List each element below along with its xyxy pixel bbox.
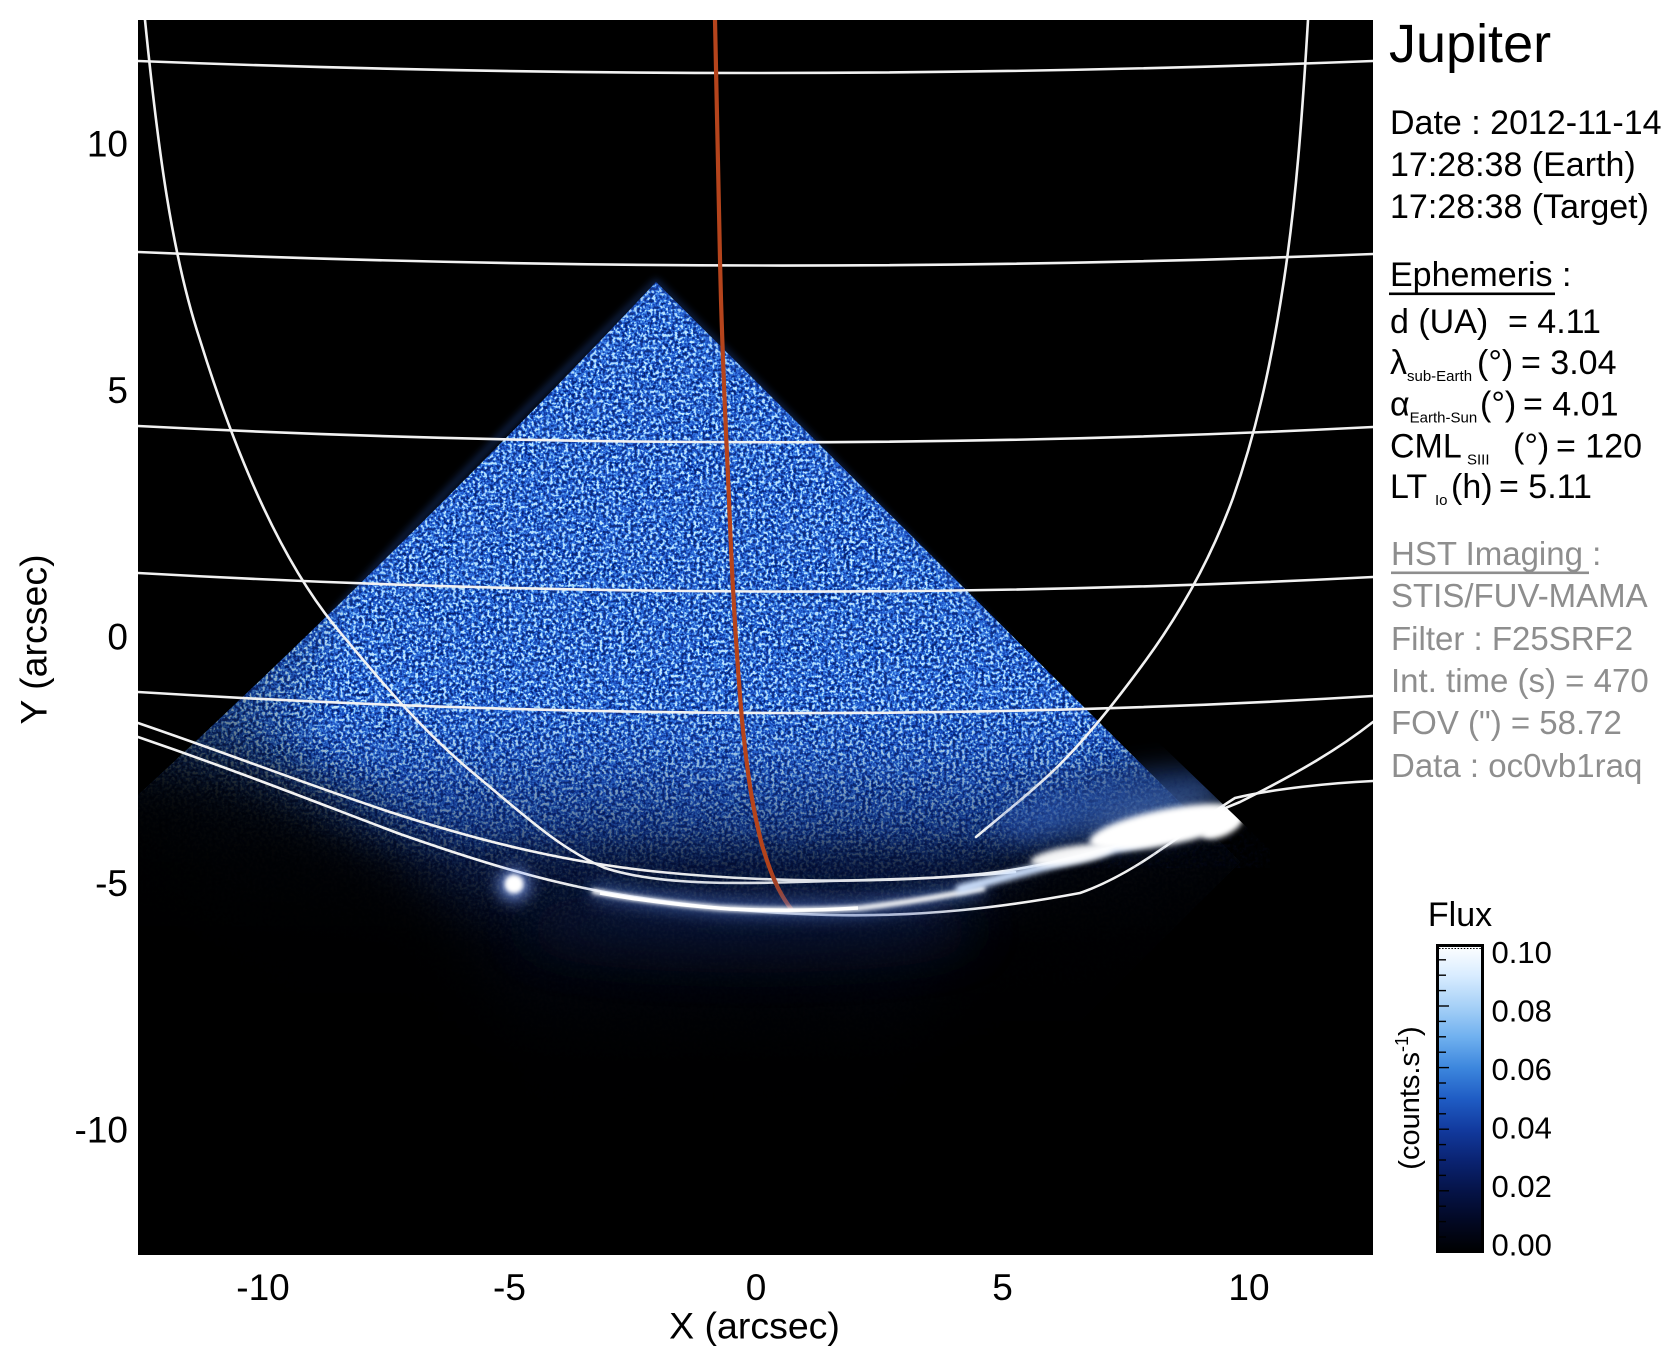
svg-text:X (arcsec): X (arcsec) — [669, 1305, 840, 1347]
svg-text:STIS/FUV-MAMA: STIS/FUV-MAMA — [1391, 577, 1648, 614]
svg-text:5: 5 — [992, 1267, 1013, 1308]
svg-text:-5: -5 — [493, 1267, 526, 1308]
svg-text:αEarth-Sun(°)= 4.01: αEarth-Sun(°) = 4.01 — [1390, 386, 1618, 427]
svg-text:0: 0 — [746, 1267, 767, 1308]
svg-text:17:28:38 (Earth): 17:28:38 (Earth) — [1390, 146, 1636, 184]
svg-text:Y (arcsec): Y (arcsec) — [13, 554, 55, 724]
svg-text:Int. time (s) = 470: Int. time (s) = 470 — [1391, 662, 1649, 699]
svg-text:Data : oc0vb1raq: Data : oc0vb1raq — [1391, 747, 1642, 784]
svg-text:0.10: 0.10 — [1492, 935, 1552, 970]
svg-text:0: 0 — [107, 617, 128, 658]
svg-text:10: 10 — [87, 124, 128, 165]
svg-text:0.00: 0.00 — [1492, 1228, 1552, 1263]
svg-text:Ephemeris :: Ephemeris : — [1390, 256, 1571, 294]
svg-text:-5: -5 — [95, 863, 128, 904]
svg-text:Filter : F25SRF2: Filter : F25SRF2 — [1391, 620, 1633, 657]
svg-text:17:28:38 (Target): 17:28:38 (Target) — [1390, 188, 1649, 226]
svg-text:FOV (") = 58.72: FOV (") = 58.72 — [1391, 704, 1622, 741]
svg-text:0.06: 0.06 — [1492, 1052, 1552, 1087]
svg-text:0.04: 0.04 — [1492, 1111, 1552, 1146]
svg-text:10: 10 — [1228, 1267, 1269, 1308]
svg-text:0.08: 0.08 — [1492, 994, 1552, 1029]
svg-text:-10: -10 — [236, 1267, 289, 1308]
svg-text:HST Imaging :: HST Imaging : — [1391, 535, 1601, 572]
svg-text:Jupiter: Jupiter — [1389, 14, 1551, 74]
svg-text:Date : 2012-11-14: Date : 2012-11-14 — [1390, 104, 1662, 142]
svg-text:5: 5 — [107, 370, 128, 411]
svg-text:-10: -10 — [75, 1110, 128, 1151]
svg-text:0.02: 0.02 — [1492, 1169, 1552, 1204]
svg-text:Flux: Flux — [1428, 896, 1492, 934]
